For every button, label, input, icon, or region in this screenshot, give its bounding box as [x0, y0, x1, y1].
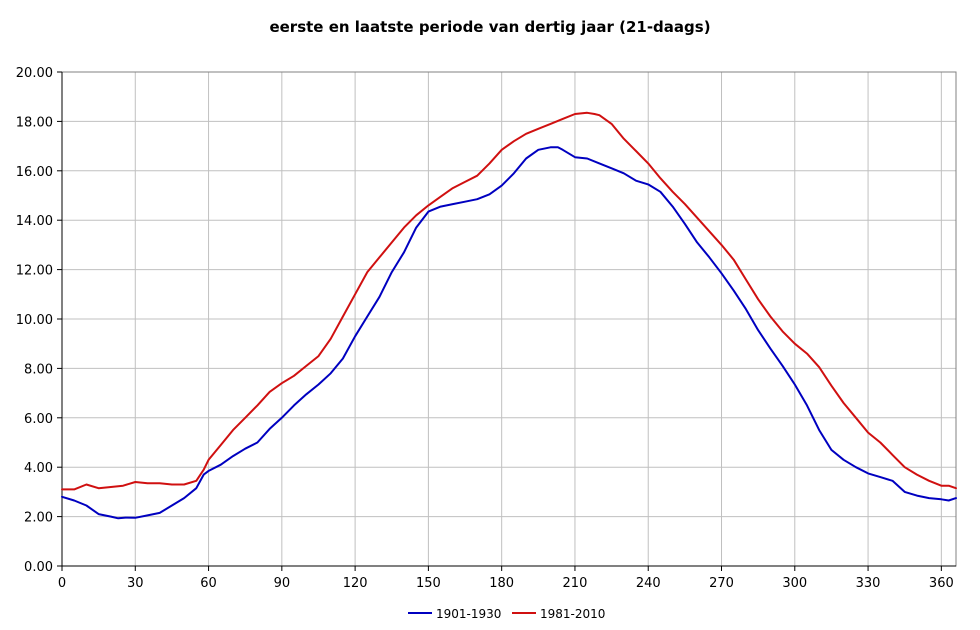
y-tick-label: 4.00 — [24, 461, 53, 476]
y-axis: 0.00 2.00 4.00 6.00 8.00 10.00 12.00 14.00 16.00… — [16, 66, 63, 575]
legend: 1901-1930 1981-2010 — [408, 607, 605, 621]
x-tick-label: 90 — [274, 576, 291, 591]
y-tick-label: 2.00 — [24, 511, 53, 526]
y-tick-label: 16.00 — [16, 165, 53, 180]
x-tick-label: 150 — [416, 576, 441, 591]
legend-label: 1981-2010 — [540, 607, 605, 621]
x-tick-label: 360 — [929, 576, 954, 591]
y-tick-label: 8.00 — [24, 362, 53, 377]
y-tick-label: 14.00 — [16, 214, 53, 229]
x-tick-label: 210 — [563, 576, 588, 591]
y-tick-label: 18.00 — [16, 115, 53, 130]
x-tick-label: 300 — [782, 576, 807, 591]
x-tick-label: 30 — [127, 576, 144, 591]
x-tick-label: 270 — [709, 576, 734, 591]
grid-lines — [61, 71, 956, 567]
chart-title: eerste en laatste periode van dertig jaa… — [269, 18, 710, 36]
x-tick-label: 240 — [636, 576, 661, 591]
x-tick-label: 120 — [343, 576, 368, 591]
x-tick-label: 180 — [489, 576, 514, 591]
y-tick-label: 6.00 — [24, 412, 53, 427]
x-tick-label: 60 — [200, 576, 217, 591]
x-tick-label: 0 — [58, 576, 66, 591]
legend-label: 1901-1930 — [436, 607, 501, 621]
series-line-1981-2010 — [61, 111, 957, 491]
y-tick-label: 12.00 — [16, 264, 53, 279]
y-tick-label: 20.00 — [16, 66, 53, 81]
y-tick-label: 0.00 — [24, 560, 53, 575]
y-tick-label: 10.00 — [16, 313, 53, 328]
series-lines — [61, 111, 957, 520]
x-axis: 0 30 60 90 120 150 180 210 240 270 300 330 360 — [58, 565, 956, 591]
x-tick-label: 330 — [856, 576, 881, 591]
series-line-1901-1930 — [61, 146, 957, 520]
